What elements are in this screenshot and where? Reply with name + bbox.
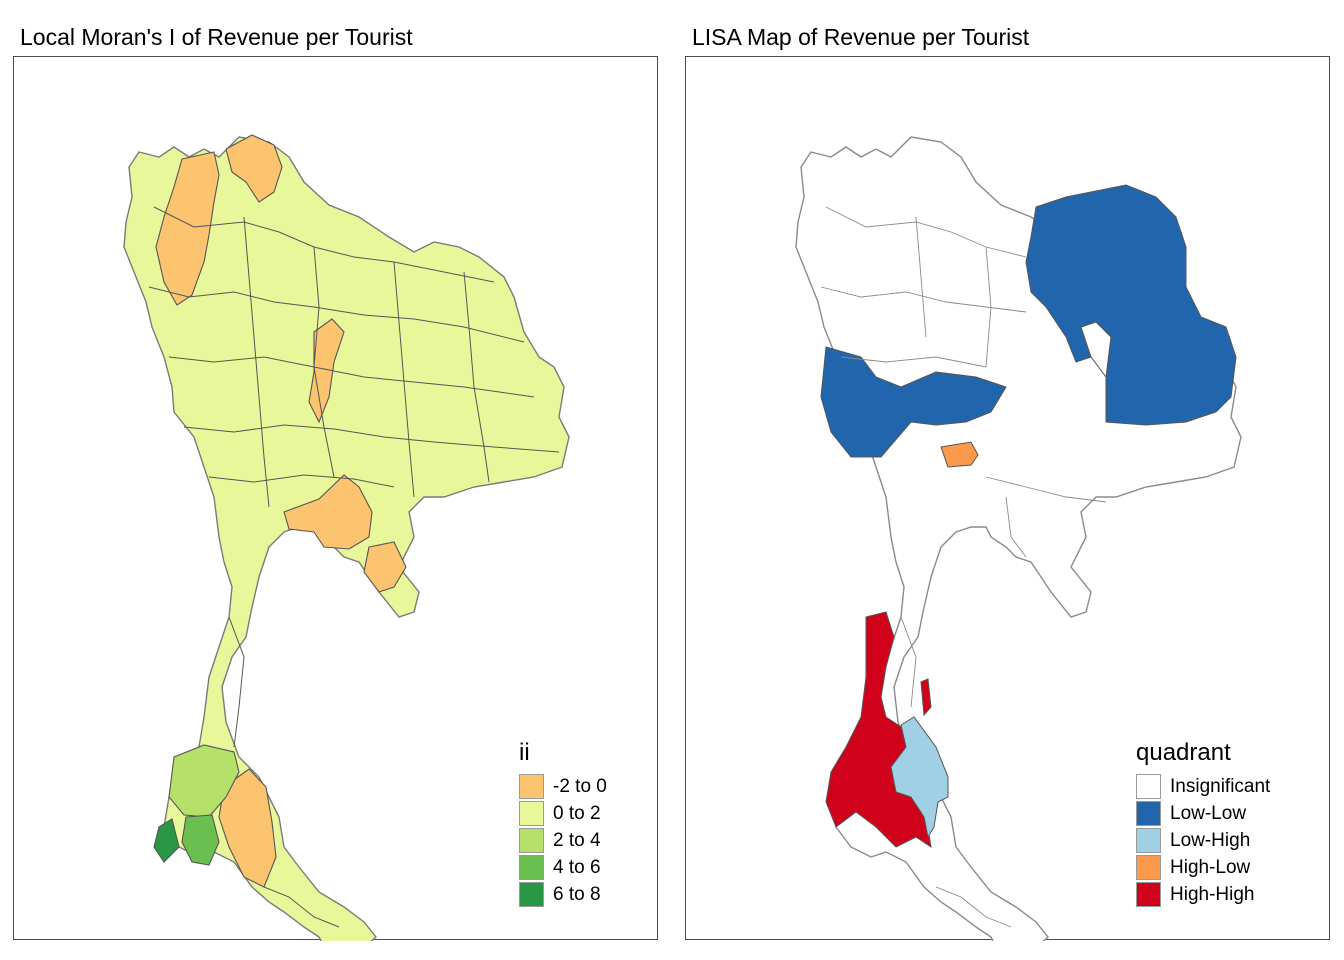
legend-label: Low-Low <box>1170 802 1247 824</box>
legend-label: 2 to 4 <box>553 829 601 851</box>
legend-label: High-High <box>1170 883 1255 905</box>
right-map-title: LISA Map of Revenue per Tourist <box>692 24 1030 50</box>
legend-swatch <box>1136 855 1161 880</box>
legend-item: -2 to 0 <box>519 773 607 800</box>
left-map-panel: ii -2 to 0 0 to 2 2 to 4 4 to 6 6 to 8 <box>13 56 658 941</box>
quadrant-legend-title: quadrant <box>1136 739 1231 766</box>
legend-item: Low-Low <box>1136 800 1270 827</box>
legend-swatch <box>1136 774 1161 799</box>
low-high-regions <box>890 716 949 839</box>
legend-swatch <box>1136 828 1161 853</box>
high-low-region <box>940 441 979 468</box>
legend-item: 0 to 2 <box>519 800 607 827</box>
legend-label: -2 to 0 <box>553 775 607 797</box>
legend-swatch <box>519 882 544 907</box>
left-choropleth-map <box>123 134 570 941</box>
low-low-regions <box>820 184 1237 458</box>
legend-item: Insignificant <box>1136 773 1270 800</box>
legend-item: 4 to 6 <box>519 854 607 881</box>
right-map-panel: quadrant Insignificant Low-Low Low-High … <box>685 56 1330 941</box>
legend-swatch <box>1136 801 1161 826</box>
province-boundaries <box>148 206 560 928</box>
negative-ii-regions <box>155 134 407 888</box>
legend-item: High-High <box>1136 881 1270 908</box>
legend-swatch <box>519 828 544 853</box>
ii-legend: ii -2 to 0 0 to 2 2 to 4 4 to 6 6 to 8 <box>519 739 607 908</box>
legend-label: Low-High <box>1170 829 1251 851</box>
legend-label: 6 to 8 <box>553 883 601 905</box>
left-map-title: Local Moran's I of Revenue per Tourist <box>20 24 413 50</box>
legend-label: High-Low <box>1170 856 1251 878</box>
legend-item: Low-High <box>1136 827 1270 854</box>
legend-item: High-Low <box>1136 854 1270 881</box>
legend-swatch <box>519 801 544 826</box>
legend-label: 4 to 6 <box>553 856 601 878</box>
legend-swatch <box>519 855 544 880</box>
ii-legend-title: ii <box>519 739 530 766</box>
province-boundaries <box>820 206 1107 928</box>
legend-swatch <box>519 774 544 799</box>
positive-ii-regions <box>153 744 240 866</box>
legend-label: Insignificant <box>1170 775 1271 797</box>
quadrant-legend: quadrant Insignificant Low-Low Low-High … <box>1136 739 1270 908</box>
legend-item: 2 to 4 <box>519 827 607 854</box>
legend-item: 6 to 8 <box>519 881 607 908</box>
right-lisa-map <box>795 136 1242 941</box>
legend-label: 0 to 2 <box>553 802 601 824</box>
legend-swatch <box>1136 882 1161 907</box>
